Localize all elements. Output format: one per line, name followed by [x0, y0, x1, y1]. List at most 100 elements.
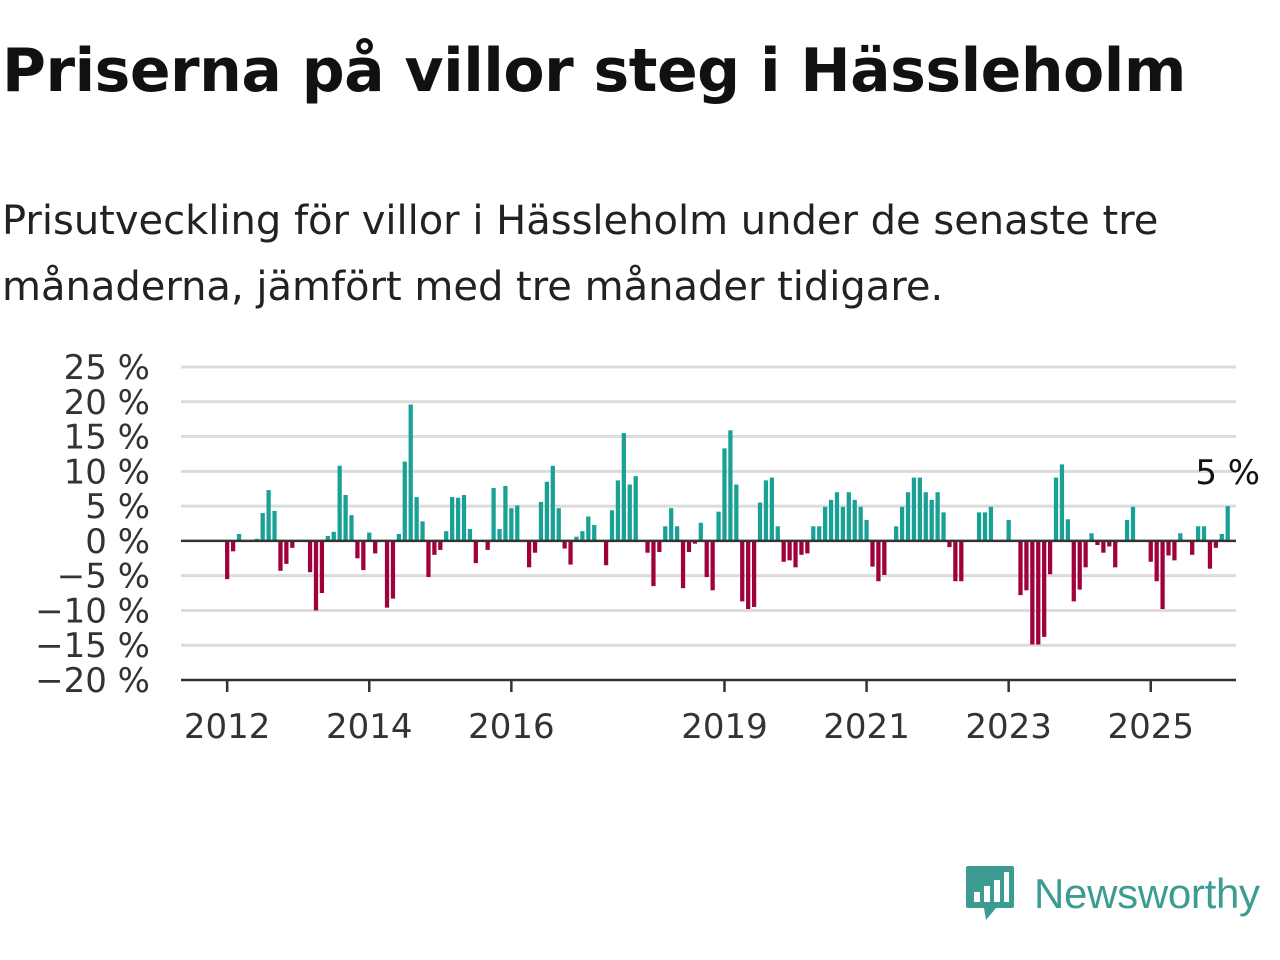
bar — [609, 510, 615, 541]
y-tick-label: −20 % — [35, 661, 150, 701]
bar — [781, 540, 786, 562]
bar — [444, 531, 449, 541]
bar — [722, 448, 727, 541]
bar — [1160, 540, 1165, 610]
x-tick-label: 2023 — [965, 707, 1052, 747]
bar — [846, 492, 851, 541]
bar — [1095, 540, 1100, 546]
bar-chart: 25 %20 %15 %10 %5 %0 %−5 %−10 %−15 %−20 … — [35, 348, 1260, 747]
bar — [894, 526, 899, 541]
x-tick-label: 2016 — [468, 707, 555, 747]
bar — [473, 540, 478, 564]
bar — [260, 513, 265, 541]
newsworthy-logo[interactable]: Newsworthy — [964, 862, 1260, 926]
bar — [396, 533, 401, 541]
bar — [1154, 540, 1159, 582]
bar — [905, 492, 911, 541]
bar — [497, 529, 502, 541]
bar — [414, 497, 419, 541]
bar — [1036, 540, 1041, 645]
bar — [515, 505, 520, 541]
page-subtitle: Prisutveckling för villor i Hässleholm u… — [2, 198, 1159, 310]
y-tick-label: 5 % — [85, 487, 150, 527]
bar — [645, 540, 650, 553]
bar — [384, 540, 390, 608]
bar — [343, 494, 348, 541]
bar — [911, 477, 917, 541]
bar — [941, 512, 946, 541]
bar — [272, 510, 277, 541]
bar — [1172, 540, 1177, 561]
bar — [1089, 533, 1094, 541]
bar — [485, 540, 490, 550]
bar — [757, 502, 763, 541]
bar — [1219, 533, 1224, 541]
bar — [580, 531, 585, 541]
bar — [1024, 540, 1029, 591]
bar — [1018, 540, 1023, 596]
x-axis: 2012 2014 2016 2019 2021 2023 2025 — [184, 680, 1194, 747]
bar — [225, 540, 230, 580]
bar — [633, 476, 638, 541]
bar — [307, 540, 313, 573]
bar — [740, 540, 745, 602]
bar — [734, 484, 739, 541]
bars — [225, 404, 1230, 645]
bar — [822, 506, 828, 541]
x-tick-label: 2021 — [823, 707, 910, 747]
bar — [716, 511, 721, 541]
bar — [1178, 533, 1183, 541]
bar — [769, 477, 774, 541]
bar — [1077, 540, 1082, 590]
bar — [603, 540, 609, 566]
bar — [728, 430, 733, 541]
x-tick-label: 2012 — [184, 707, 271, 747]
bar — [651, 540, 656, 587]
bar — [1148, 540, 1153, 562]
bar — [284, 540, 289, 564]
bar — [669, 508, 674, 541]
bar — [1047, 540, 1053, 575]
bar — [817, 526, 822, 541]
x-tick-label: 2025 — [1107, 707, 1194, 747]
bar — [751, 540, 757, 607]
bar — [1059, 464, 1065, 541]
bar — [692, 540, 698, 544]
y-axis-labels: 25 %20 %15 %10 %5 %0 %−5 %−10 %−15 %−20 … — [35, 348, 150, 701]
bar — [1124, 520, 1130, 541]
bar — [686, 540, 692, 553]
bar — [426, 540, 431, 578]
bar — [503, 485, 508, 541]
bar — [1042, 540, 1047, 637]
y-tick-label: −5 % — [57, 557, 150, 597]
bar — [313, 540, 319, 611]
bar — [899, 506, 905, 541]
bar — [349, 515, 354, 541]
newsworthy-logo-icon — [966, 866, 1014, 920]
bar — [1006, 520, 1011, 541]
bar — [805, 540, 810, 554]
bar — [592, 524, 597, 541]
bar — [532, 540, 538, 553]
page-title: Priserna på villor steg i Hässleholm — [2, 36, 1186, 106]
bar — [935, 492, 940, 541]
bar — [870, 540, 875, 567]
bar — [1065, 519, 1070, 541]
bar — [562, 540, 567, 549]
bar — [438, 540, 443, 550]
bar — [698, 522, 703, 541]
bar — [976, 512, 982, 541]
bar — [1107, 540, 1112, 547]
bar — [355, 540, 360, 559]
bar — [550, 465, 555, 541]
bar — [763, 480, 769, 541]
y-tick-label: 10 % — [64, 452, 150, 492]
bar — [325, 536, 330, 541]
bar — [390, 540, 396, 599]
bar — [586, 516, 591, 541]
y-tick-label: −10 % — [35, 591, 150, 631]
bar — [704, 540, 709, 578]
bar — [568, 540, 573, 565]
bar — [959, 540, 964, 582]
bar — [615, 480, 621, 541]
